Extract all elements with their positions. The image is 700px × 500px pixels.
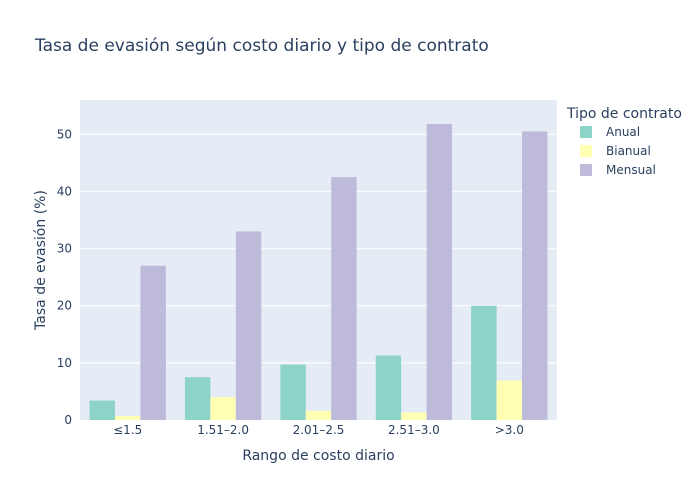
bar-mensual-4[interactable] — [426, 124, 453, 420]
legend-swatch-anual[interactable] — [580, 126, 592, 138]
bar-anual-4[interactable] — [375, 355, 402, 420]
legend[interactable]: Tipo de contrato Anual Bianual Mensual — [566, 106, 682, 177]
x-tick-label: ≤1.5 — [113, 423, 142, 437]
x-tick-label: >3.0 — [495, 423, 524, 437]
y-tick-label: 30 — [57, 242, 72, 256]
bar-mensual-3[interactable] — [331, 177, 357, 420]
bar-bianual-5[interactable] — [496, 380, 523, 420]
legend-swatch-bianual[interactable] — [580, 145, 592, 157]
bar-mensual-1[interactable] — [140, 265, 166, 420]
legend-title: Tipo de contrato — [566, 106, 682, 122]
bars — [89, 124, 548, 420]
y-axis-label: Tasa de evasión (%) — [33, 190, 49, 331]
y-tick-label: 50 — [57, 127, 72, 141]
x-tick-label: 2.51–3.0 — [388, 423, 440, 437]
bar-anual-3[interactable] — [280, 364, 306, 420]
x-tick-label: 1.51–2.0 — [197, 423, 249, 437]
bar-bianual-2[interactable] — [210, 397, 236, 420]
y-tick-label: 20 — [57, 299, 72, 313]
y-tick-label: 10 — [57, 356, 72, 370]
bar-bianual-4[interactable] — [401, 412, 427, 420]
x-axis-label: Rango de costo diario — [242, 448, 394, 464]
bar-mensual-5[interactable] — [522, 131, 548, 420]
legend-swatch-mensual[interactable] — [580, 164, 592, 176]
y-tick-label: 40 — [57, 184, 72, 198]
y-tick-labels: 0 10 20 30 40 50 — [57, 127, 72, 427]
legend-label-anual[interactable]: Anual — [606, 125, 640, 139]
chart-title: Tasa de evasión según costo diario y tip… — [34, 36, 489, 56]
bar-bianual-3[interactable] — [305, 410, 332, 420]
bar-anual-2[interactable] — [184, 377, 211, 420]
bar-anual-1[interactable] — [89, 400, 115, 420]
legend-label-bianual[interactable]: Bianual — [606, 144, 651, 158]
x-tick-labels: ≤1.5 1.51–2.0 2.01–2.5 2.51–3.0 >3.0 — [113, 423, 524, 437]
y-tick-label: 0 — [64, 413, 72, 427]
bar-mensual-2[interactable] — [235, 231, 262, 420]
legend-label-mensual[interactable]: Mensual — [606, 163, 656, 177]
x-tick-label: 2.01–2.5 — [293, 423, 345, 437]
bar-bianual-1[interactable] — [114, 416, 141, 420]
bar-anual-5[interactable] — [471, 305, 497, 420]
